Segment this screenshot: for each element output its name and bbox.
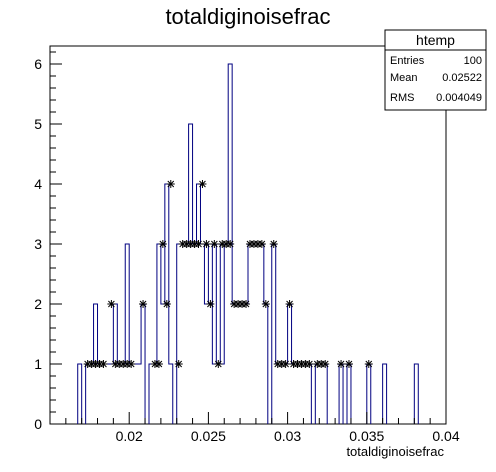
data-point-marker bbox=[162, 300, 171, 308]
stats-box: htemp Entries 100 Mean 0.02522 RMS 0.004… bbox=[384, 29, 487, 111]
data-point-marker bbox=[139, 300, 148, 308]
data-point-marker bbox=[364, 360, 373, 368]
data-point-marker bbox=[206, 300, 215, 308]
data-point-marker bbox=[305, 360, 314, 368]
data-point-marker bbox=[337, 360, 346, 368]
y-tick-label: 2 bbox=[34, 296, 42, 312]
x-axis-label: totaldiginoisefrac bbox=[346, 444, 444, 459]
x-tick-label: 0.02 bbox=[116, 428, 143, 444]
data-point-marker bbox=[344, 360, 353, 368]
y-tick-label: 5 bbox=[34, 116, 42, 132]
data-point-marker bbox=[107, 300, 116, 308]
stats-box-frame bbox=[384, 29, 487, 111]
data-point-marker bbox=[285, 300, 294, 308]
x-tick-label: 0.03 bbox=[274, 428, 301, 444]
data-point-marker bbox=[210, 240, 219, 248]
y-tick-label: 1 bbox=[34, 356, 42, 372]
data-point-marker bbox=[321, 360, 330, 368]
stats-entries-value: 100 bbox=[464, 55, 482, 67]
data-point-marker bbox=[174, 360, 183, 368]
data-point-marker bbox=[261, 300, 270, 308]
data-point-marker bbox=[226, 240, 235, 248]
stats-mean-value: 0.02522 bbox=[442, 72, 482, 84]
y-axis: 0 1 2 3 4 5 6 bbox=[34, 51, 62, 432]
x-tick-label: 0.035 bbox=[349, 428, 384, 444]
data-point-marker bbox=[194, 240, 203, 248]
stats-mean-label: Mean bbox=[390, 72, 418, 84]
chart-title: totaldiginoisefrac bbox=[165, 4, 330, 29]
stats-box-title: htemp bbox=[416, 32, 455, 48]
y-tick-label: 3 bbox=[34, 236, 42, 252]
data-point-marker bbox=[154, 360, 163, 368]
marker-layer bbox=[83, 180, 373, 368]
data-point-marker bbox=[281, 360, 290, 368]
data-point-marker bbox=[269, 240, 278, 248]
data-point-marker bbox=[166, 180, 175, 188]
data-point-marker bbox=[202, 240, 211, 248]
data-point-marker bbox=[242, 300, 251, 308]
data-point-marker bbox=[127, 360, 136, 368]
plot-frame bbox=[49, 45, 447, 425]
data-point-marker bbox=[158, 240, 167, 248]
stats-rms-value: 0.004049 bbox=[436, 92, 482, 104]
y-tick-label: 4 bbox=[34, 176, 42, 192]
stats-entries-label: Entries bbox=[390, 55, 425, 67]
data-point-marker bbox=[99, 360, 108, 368]
stats-rms-label: RMS bbox=[390, 92, 414, 104]
data-point-marker bbox=[198, 180, 207, 188]
x-tick-label: 0.025 bbox=[191, 428, 226, 444]
x-axis: 0.02 0.025 0.03 0.035 0.04 bbox=[65, 412, 460, 444]
data-point-marker bbox=[214, 360, 223, 368]
y-tick-label: 0 bbox=[34, 416, 42, 432]
y-tick-label: 6 bbox=[34, 56, 42, 72]
data-point-marker bbox=[257, 240, 266, 248]
x-tick-label: 0.04 bbox=[432, 428, 459, 444]
